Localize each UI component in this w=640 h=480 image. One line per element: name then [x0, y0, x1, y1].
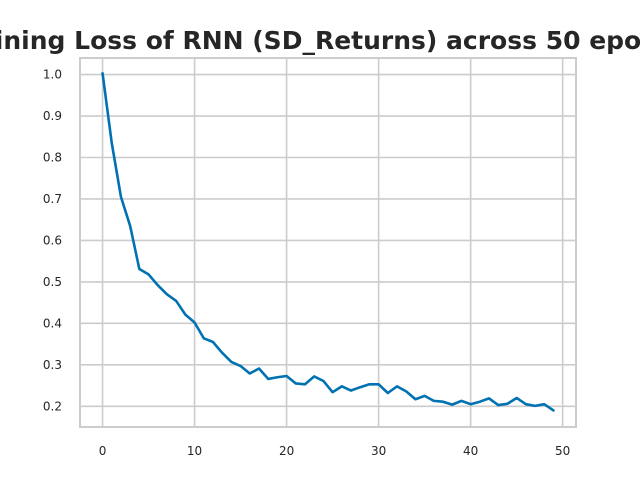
y-tick-labels: 0.2 0.3 0.4 0.5 0.6 0.7 0.8 0.9 1.0 — [43, 68, 62, 414]
y-tick-label: 0.7 — [43, 192, 62, 206]
y-tick-label: 0.2 — [43, 399, 62, 413]
y-tick-label: 0.5 — [43, 275, 62, 289]
x-tick-labels: 0 10 20 30 40 50 — [99, 444, 571, 458]
chart-title: Training Loss of RNN (SD_Returns) across… — [0, 26, 640, 55]
y-tick-label: 0.4 — [43, 316, 62, 330]
x-tick-label: 20 — [279, 444, 294, 458]
x-tick-label: 50 — [555, 444, 570, 458]
x-tick-label: 40 — [463, 444, 478, 458]
y-tick-label: 0.6 — [43, 233, 62, 247]
y-tick-label: 0.8 — [43, 151, 62, 165]
y-tick-label: 0.3 — [43, 358, 62, 372]
y-tick-label: 0.9 — [43, 109, 62, 123]
x-tick-label: 10 — [187, 444, 202, 458]
grid — [80, 58, 576, 427]
series-layer — [101, 72, 555, 412]
x-tick-label: 30 — [371, 444, 386, 458]
x-tick-label: 0 — [99, 444, 107, 458]
y-tick-label: 1.0 — [43, 68, 62, 82]
plot-frame — [79, 57, 577, 428]
loss-line — [101, 72, 555, 412]
